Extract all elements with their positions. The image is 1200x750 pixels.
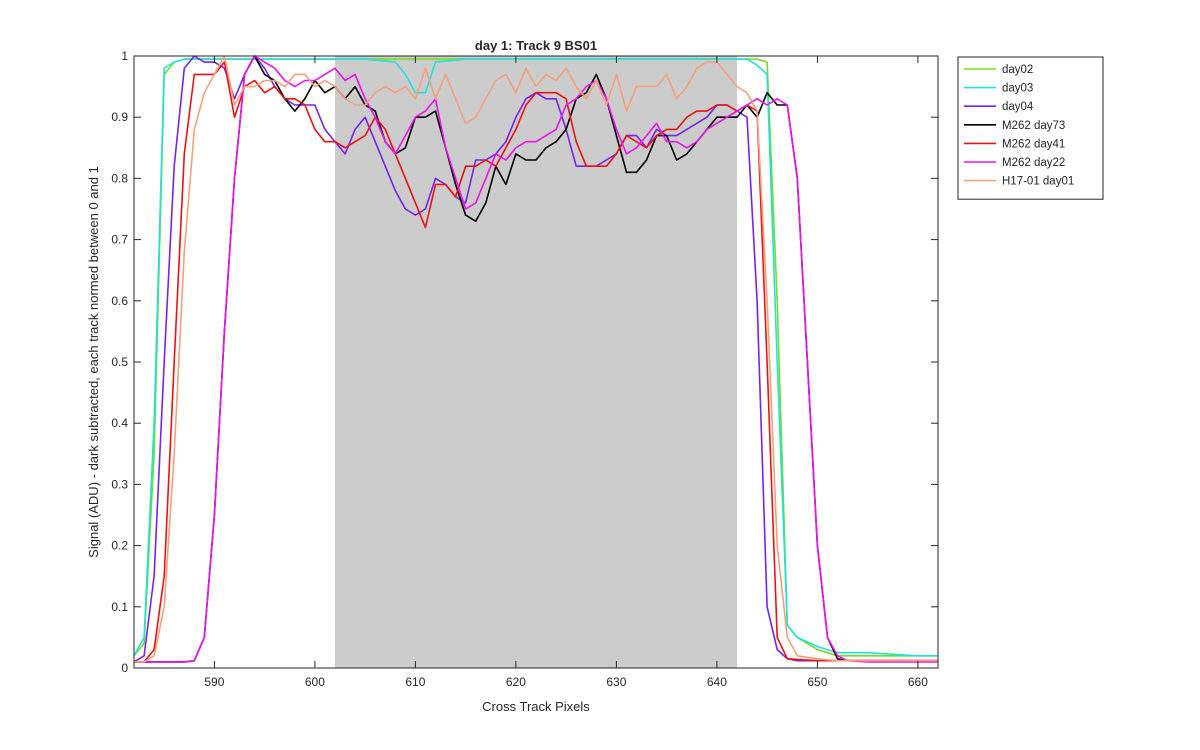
chart-title: day 1: Track 9 BS01 (475, 38, 597, 53)
y-tick-label: 0.6 (111, 294, 128, 308)
x-tick-label: 590 (204, 675, 224, 689)
x-tick-label: 600 (305, 675, 325, 689)
y-tick-label: 0 (121, 661, 128, 675)
legend-label: M262 day22 (1002, 157, 1065, 169)
y-axis-label: Signal (ADU) - dark subtracted, each tra… (86, 166, 101, 558)
y-tick-label: 0.1 (111, 600, 128, 614)
series-line-2 (133, 58, 938, 657)
x-tick-label: 620 (506, 675, 526, 689)
y-tick-label: 0.3 (111, 477, 128, 491)
x-tick-label: 610 (405, 675, 425, 689)
x-tick-label: 650 (807, 675, 827, 689)
y-tick-label: 0.4 (111, 416, 128, 430)
series-line-4 (134, 55, 938, 663)
y-tick-label: 0.2 (111, 539, 128, 553)
legend-label: H17-01 day01 (1002, 176, 1074, 188)
legend-label: day04 (1002, 101, 1034, 113)
legend-label: day03 (1002, 83, 1033, 95)
x-tick-label: 630 (606, 675, 626, 689)
legend-label: M262 day41 (1002, 138, 1065, 150)
x-tick-label: 660 (908, 675, 928, 689)
y-tick-label: 1 (121, 49, 128, 63)
series-line-6 (134, 55, 938, 663)
legend-label: M262 day73 (1002, 120, 1065, 132)
legend: day02 day03 day04 M262 day73 M262 day41 M262 … (957, 56, 1104, 200)
x-axis-label: Cross Track Pixels (482, 699, 590, 714)
y-tick-label: 0.9 (111, 110, 128, 124)
legend-label: day02 (1002, 64, 1033, 76)
x-tick-label: 640 (707, 675, 727, 689)
y-tick-label: 0.5 (111, 355, 128, 369)
series-line-5 (134, 61, 938, 663)
shaded-region (335, 56, 737, 668)
y-tick-label: 0.7 (111, 233, 128, 247)
legend-box (957, 56, 1104, 200)
y-tick-label: 0.8 (111, 171, 128, 185)
series-line-7 (134, 55, 938, 663)
